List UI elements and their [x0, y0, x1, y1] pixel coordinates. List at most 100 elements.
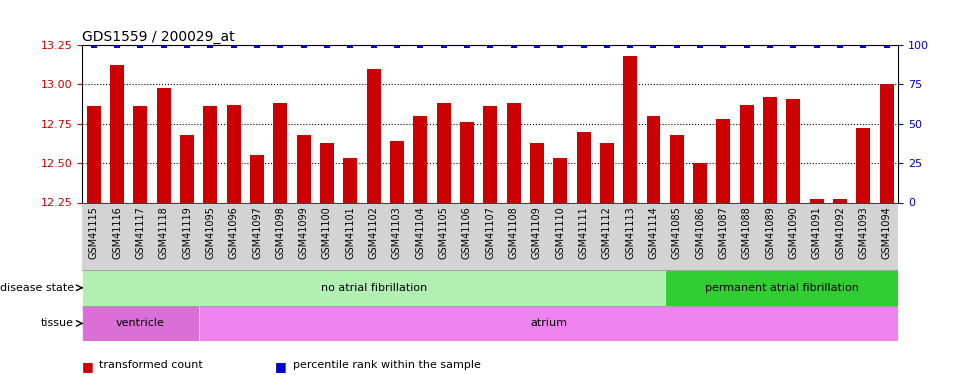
Point [669, 42, 685, 48]
Text: atrium: atrium [530, 318, 567, 328]
Text: ■: ■ [275, 360, 291, 373]
Text: GSM41108: GSM41108 [508, 206, 519, 259]
Bar [390, 141, 404, 202]
Text: GDS1559 / 200029_at: GDS1559 / 200029_at [82, 30, 235, 44]
Text: GSM41110: GSM41110 [555, 206, 565, 259]
Bar [343, 158, 357, 203]
Point [833, 42, 848, 48]
Text: ■: ■ [82, 360, 98, 373]
Bar [133, 106, 148, 202]
Text: GSM41097: GSM41097 [252, 206, 262, 259]
Text: GSM41100: GSM41100 [322, 206, 332, 259]
Text: GSM41115: GSM41115 [89, 206, 99, 259]
Point [389, 42, 405, 48]
Point [553, 42, 568, 48]
Text: GSM41103: GSM41103 [392, 206, 402, 259]
Point [622, 42, 638, 48]
Point [132, 42, 148, 48]
Point [459, 42, 474, 48]
Text: GSM41104: GSM41104 [415, 206, 425, 259]
Text: GSM41111: GSM41111 [579, 206, 588, 259]
Bar [763, 97, 777, 202]
Bar [82, 270, 666, 306]
Bar [506, 103, 521, 202]
Point [645, 42, 661, 48]
Bar [413, 116, 427, 202]
Bar [87, 106, 100, 202]
Point [412, 42, 428, 48]
Bar [250, 155, 264, 203]
Point [785, 42, 801, 48]
Text: GSM41096: GSM41096 [229, 206, 239, 259]
Point [109, 42, 125, 48]
Bar [833, 200, 847, 202]
Point [762, 42, 778, 48]
Point [343, 42, 358, 48]
Text: no atrial fibrillation: no atrial fibrillation [321, 283, 427, 293]
Bar [199, 306, 898, 341]
Bar [273, 103, 287, 202]
Text: GSM41114: GSM41114 [648, 206, 659, 259]
Bar [367, 69, 381, 203]
Text: ventricle: ventricle [116, 318, 165, 328]
Bar [810, 200, 824, 202]
Point [716, 42, 731, 48]
Bar [297, 135, 311, 202]
Bar [669, 135, 684, 202]
Bar [110, 66, 124, 203]
Text: GSM41112: GSM41112 [602, 206, 611, 259]
Point [272, 42, 288, 48]
Bar [227, 105, 241, 202]
Bar [577, 132, 590, 203]
Point [296, 42, 311, 48]
Point [86, 42, 101, 48]
Bar [460, 122, 474, 202]
Text: GSM41085: GSM41085 [671, 206, 682, 259]
Bar [717, 119, 730, 202]
Text: permanent atrial fibrillation: permanent atrial fibrillation [705, 283, 859, 293]
Text: tissue: tissue [41, 318, 74, 328]
Point [156, 42, 172, 48]
Point [856, 42, 871, 48]
Text: GSM41095: GSM41095 [206, 206, 215, 259]
Text: GSM41093: GSM41093 [859, 206, 868, 259]
Text: GSM41098: GSM41098 [275, 206, 285, 259]
Text: GSM41117: GSM41117 [135, 206, 146, 259]
Text: GSM41090: GSM41090 [788, 206, 799, 259]
Point [203, 42, 218, 48]
Point [529, 42, 545, 48]
Point [599, 42, 614, 48]
Text: GSM41119: GSM41119 [182, 206, 192, 259]
Bar [554, 158, 567, 203]
Text: GSM41087: GSM41087 [719, 206, 728, 259]
Text: disease state: disease state [0, 283, 74, 293]
Text: GSM41106: GSM41106 [462, 206, 472, 259]
Text: GSM41088: GSM41088 [742, 206, 752, 259]
Bar [646, 116, 661, 202]
Bar [666, 270, 898, 306]
Text: GSM41101: GSM41101 [345, 206, 355, 259]
Bar [694, 163, 707, 202]
Text: percentile rank within the sample: percentile rank within the sample [293, 360, 480, 370]
Bar [483, 106, 497, 202]
Bar [530, 142, 544, 202]
Point [506, 42, 522, 48]
Bar [880, 84, 894, 203]
Text: GSM41109: GSM41109 [532, 206, 542, 259]
Text: GSM41116: GSM41116 [112, 206, 122, 259]
Point [739, 42, 754, 48]
Bar [320, 142, 334, 202]
Point [180, 42, 195, 48]
Point [810, 42, 825, 48]
Text: GSM41091: GSM41091 [811, 206, 822, 259]
Bar [623, 56, 638, 202]
Text: GSM41107: GSM41107 [485, 206, 496, 259]
Bar [786, 99, 801, 202]
Bar [82, 306, 199, 341]
Point [226, 42, 242, 48]
Point [249, 42, 265, 48]
Bar [180, 135, 194, 202]
Bar [857, 129, 870, 202]
Text: GSM41094: GSM41094 [882, 206, 892, 259]
Point [693, 42, 708, 48]
